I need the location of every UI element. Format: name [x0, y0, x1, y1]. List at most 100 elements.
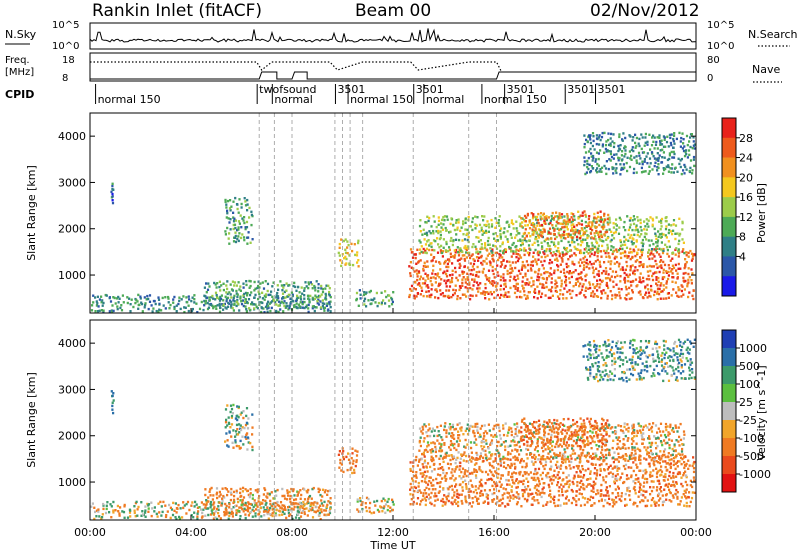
echo-cell [527, 485, 530, 488]
echo-cell [506, 464, 510, 467]
echo-cell [643, 481, 646, 484]
echo-cell [543, 216, 546, 219]
echo-cell [418, 239, 421, 242]
echo-cell [294, 498, 298, 501]
echo-cell [541, 491, 544, 494]
echo-cell [638, 276, 641, 279]
echo-cell [457, 451, 460, 454]
echo-cell [475, 491, 479, 495]
echo-cell [599, 210, 602, 213]
echo-cell [670, 270, 673, 273]
echo-cell [453, 437, 456, 440]
echo-cell [173, 295, 176, 299]
echo-cell [565, 502, 568, 505]
echo-cell [458, 238, 461, 242]
echo-cell [561, 222, 564, 226]
echo-cell [671, 156, 674, 159]
echo-cell [465, 460, 468, 463]
echo-cell [567, 499, 570, 502]
echo-cell [111, 408, 114, 411]
echo-cell [215, 307, 218, 310]
echo-cell [426, 265, 429, 268]
echo-cell [552, 251, 555, 254]
echo-cell [248, 279, 251, 283]
echo-cell [665, 165, 668, 168]
echo-cell [574, 269, 577, 272]
echo-cell [560, 282, 563, 285]
echo-cell [605, 229, 608, 232]
echo-cell [657, 479, 661, 483]
echo-cell [412, 465, 415, 468]
echo-cell [471, 228, 474, 232]
echo-cell [223, 302, 226, 306]
echo-cell [452, 293, 455, 297]
echo-cell [655, 282, 658, 285]
echo-cell [422, 453, 425, 456]
echo-cell [578, 488, 581, 491]
echo-cell [244, 204, 248, 207]
echo-cell [623, 281, 627, 284]
echo-cell [648, 473, 652, 477]
echo-cell [632, 469, 635, 473]
echo-cell [303, 507, 306, 511]
echo-cell [567, 457, 570, 461]
echo-cell [566, 480, 569, 483]
echo-cell [618, 133, 621, 136]
echo-cell [606, 221, 609, 224]
echo-cell [329, 295, 332, 299]
echo-cell [216, 496, 219, 500]
echo-cell [111, 304, 114, 307]
echo-cell [455, 238, 458, 241]
echo-cell [533, 288, 537, 291]
echo-cell [91, 304, 94, 307]
echo-cell [430, 502, 433, 506]
echo-cell [484, 449, 487, 453]
echo-cell [492, 258, 495, 262]
echo-cell [458, 266, 461, 269]
echo-cell [447, 467, 451, 470]
echo-cell [303, 498, 307, 501]
echo-cell [439, 454, 442, 458]
echo-cell [272, 281, 275, 284]
echo-cell [292, 488, 295, 491]
echo-cell [233, 284, 236, 287]
echo-cell [238, 506, 241, 509]
echo-cell [527, 494, 530, 498]
echo-cell [582, 283, 585, 286]
echo-cell [479, 239, 482, 242]
echo-cell [489, 477, 493, 481]
echo-cell [686, 282, 689, 286]
echo-cell [554, 258, 557, 261]
echo-cell [359, 497, 362, 500]
echo-cell [564, 275, 568, 279]
echo-cell [218, 285, 221, 289]
echo-cell [474, 438, 478, 441]
echo-cell [117, 301, 120, 304]
echo-cell [290, 502, 293, 506]
echo-cell [413, 474, 416, 478]
echo-cell [451, 432, 454, 435]
echo-cell [565, 284, 568, 287]
echo-cell [226, 199, 230, 203]
echo-cell [632, 136, 635, 139]
echo-cell [278, 304, 281, 307]
echo-cell [289, 302, 292, 305]
echo-cell [433, 434, 436, 438]
echo-cell [572, 477, 575, 480]
echo-cell [559, 504, 562, 507]
echo-cell [96, 295, 99, 298]
echo-cell [575, 500, 578, 503]
echo-cell [231, 515, 234, 518]
echo-cell [500, 483, 503, 486]
echo-cell [528, 253, 531, 257]
echo-cell [473, 259, 476, 262]
echo-cell [600, 170, 603, 173]
echo-cell [449, 458, 452, 462]
echo-cell [477, 283, 480, 287]
echo-cell [581, 468, 584, 471]
echo-cell [675, 488, 678, 492]
echo-cell [533, 241, 536, 244]
echo-cell [582, 474, 586, 477]
echo-cell [242, 294, 245, 297]
echo-cell [436, 274, 439, 277]
